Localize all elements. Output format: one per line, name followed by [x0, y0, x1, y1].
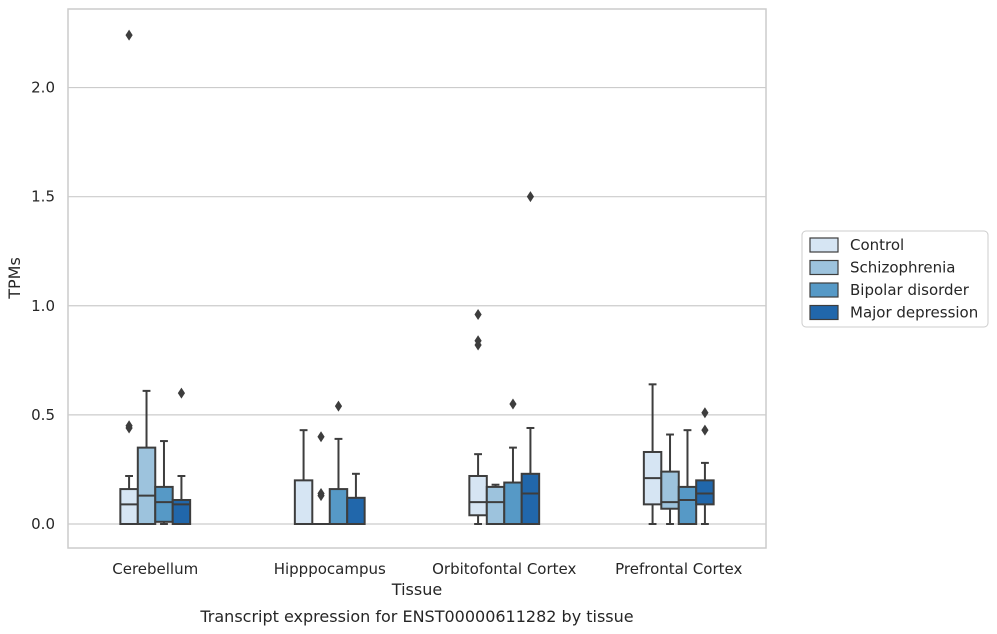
chart-caption: Transcript expression for ENST0000061128… — [199, 607, 633, 626]
legend-swatch — [809, 282, 839, 298]
box-0-3 — [171, 387, 192, 525]
legend-frame — [801, 230, 989, 328]
y-tick-label: 1.5 — [31, 188, 55, 206]
box-body — [503, 481, 523, 525]
box-body — [485, 485, 506, 525]
y-tick-label: 1.0 — [31, 297, 55, 315]
box-body — [293, 479, 314, 525]
outlier-point — [317, 431, 325, 443]
outlier-point — [526, 191, 535, 203]
box-body — [677, 485, 698, 525]
boxes — [119, 29, 715, 525]
box-body — [171, 498, 192, 525]
legend-swatch — [809, 259, 839, 276]
y-tick-label: 0.0 — [31, 515, 55, 533]
box-body — [695, 479, 715, 506]
box-body — [328, 488, 349, 525]
plot-frame — [67, 8, 767, 549]
box-2-1 — [485, 483, 506, 525]
x-tick-label: Prefrontal Cortex — [615, 560, 742, 578]
outlier-point — [334, 400, 343, 412]
box-0-2 — [154, 440, 174, 525]
legend-swatch — [809, 304, 839, 321]
outlier-point — [474, 335, 482, 347]
legend-label: Control — [850, 236, 904, 254]
box-body — [154, 485, 174, 523]
outlier-point — [474, 309, 482, 321]
legend-label: Bipolar disorder — [850, 281, 970, 299]
legend-label: Major depression — [850, 304, 978, 322]
box-body — [468, 474, 488, 517]
x-tick-label: Cerebellum — [112, 560, 198, 578]
box-body — [119, 488, 139, 525]
outlier-point — [125, 29, 133, 41]
outlier-point — [125, 420, 133, 432]
legend: Control Schizophrenia Bipolar disorder Majo… — [801, 230, 989, 328]
outlier-point — [177, 387, 186, 399]
y-axis-title: TPMs — [5, 257, 24, 300]
box-1-0 — [293, 429, 314, 525]
x-axis-ticks: Cerebellum Hipppocampus Orbitofontal Corte… — [112, 560, 742, 578]
y-axis-ticks: 0.0 0.5 1.0 1.5 2.0 — [31, 79, 55, 533]
plot-area — [67, 8, 767, 549]
x-tick-label: Hipppocampus — [274, 560, 386, 578]
box-1-1 — [312, 431, 330, 525]
box-0-1 — [136, 389, 157, 525]
box-2-3 — [520, 191, 541, 525]
legend-label: Schizophrenia — [850, 259, 955, 277]
y-tick-label: 0.5 — [31, 406, 55, 424]
box-3-0 — [642, 383, 663, 525]
box-3-3 — [695, 407, 715, 525]
x-tick-label: Orbitofontal Cortex — [432, 560, 576, 578]
box-2-2 — [503, 398, 523, 525]
box-3-1 — [660, 433, 680, 525]
box-0-0 — [119, 29, 139, 525]
outlier-point — [509, 398, 517, 410]
box-3-2 — [677, 429, 698, 525]
outlier-point — [317, 487, 325, 499]
box-body — [346, 496, 366, 525]
box-1-2 — [328, 400, 349, 525]
box-body — [520, 472, 541, 525]
outlier-point — [701, 424, 709, 436]
legend-swatch — [809, 237, 839, 253]
box-body — [136, 446, 157, 525]
box-2-0 — [468, 309, 488, 525]
box-1-3 — [346, 472, 366, 525]
y-tick-label: 2.0 — [31, 79, 55, 97]
x-axis-title: Tissue — [391, 580, 442, 599]
outlier-point — [701, 407, 709, 419]
